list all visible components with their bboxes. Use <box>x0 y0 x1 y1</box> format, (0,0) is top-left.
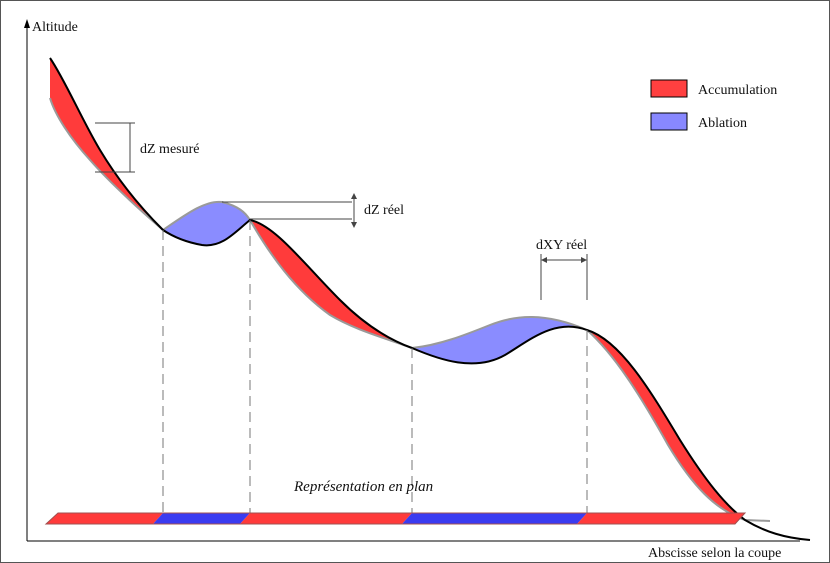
plan-strip-segment-accumulation-1 <box>46 513 163 524</box>
dz-real-arrow-down-icon <box>351 222 357 228</box>
y-axis-arrow-icon <box>24 19 30 28</box>
plan-strip-segment-ablation-2 <box>402 513 587 524</box>
ablation-zone-1 <box>163 201 250 246</box>
old-surface-line <box>49 97 771 522</box>
dz-measured-label: dZ mesuré <box>140 142 199 157</box>
dxy-arrow-right-icon <box>581 257 587 263</box>
plan-strip <box>44 512 747 525</box>
x-axis-label: Abscisse selon la coupe <box>648 546 781 561</box>
new-surface-line <box>49 57 811 541</box>
legend-swatch-accumulation <box>650 79 688 98</box>
y-axis-label: Altitude <box>32 20 78 35</box>
plan-strip-segment-accumulation-2 <box>240 513 412 524</box>
legend-label-accumulation: Accumulation <box>698 83 777 98</box>
plan-view-label: Représentation en plan <box>293 479 433 495</box>
plan-strip-outline <box>44 512 747 525</box>
legend-label-ablation: Ablation <box>698 116 747 131</box>
dxy-real-label: dXY réel <box>536 238 587 253</box>
legend-swatch-ablation <box>650 112 688 131</box>
dz-real-arrow-up-icon <box>351 193 357 199</box>
ablation-zone-2 <box>412 316 587 364</box>
dz-real-label: dZ réel <box>364 203 404 218</box>
plan-strip-segment-ablation-1 <box>153 513 250 524</box>
plan-strip-segment-accumulation-3 <box>577 513 745 524</box>
legend: Accumulation Ablation <box>650 79 777 131</box>
accumulation-zone-3 <box>587 330 745 520</box>
accumulation-zone-2 <box>250 220 412 348</box>
dxy-arrow-left-icon <box>541 257 547 263</box>
